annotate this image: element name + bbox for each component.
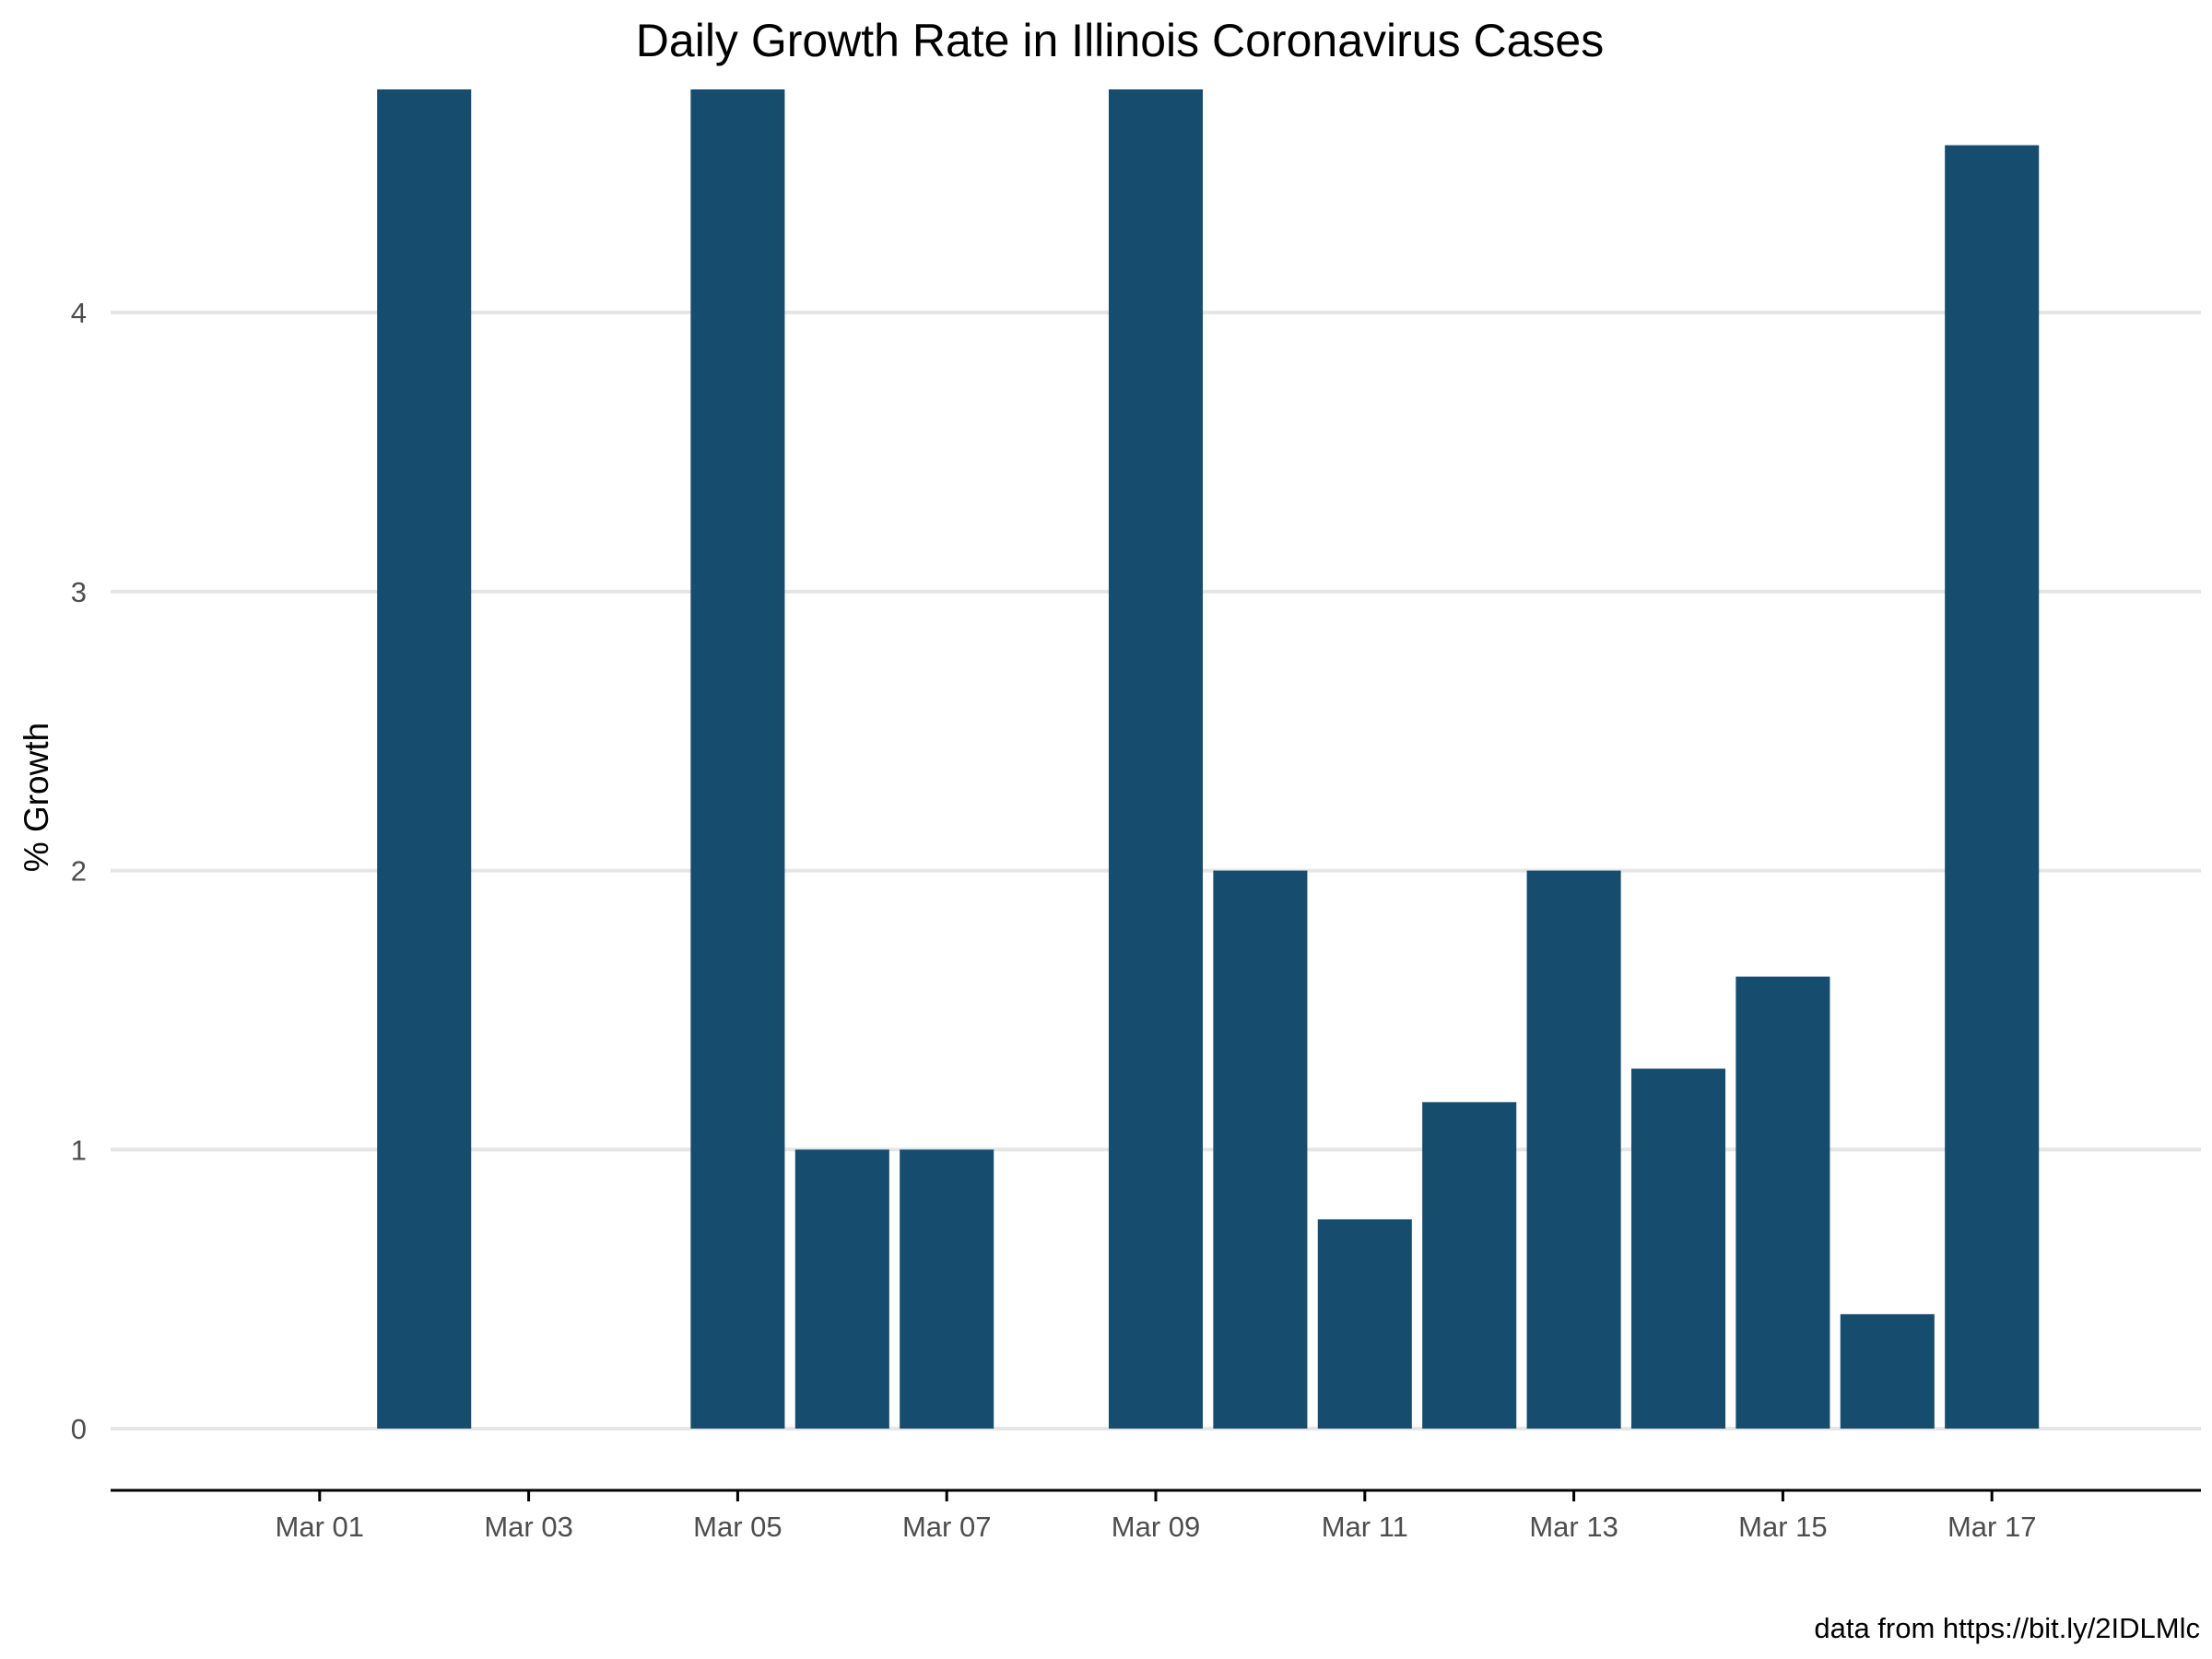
x-tick-label: Mar 07 — [902, 1511, 991, 1543]
x-tick-label: Mar 01 — [276, 1511, 364, 1543]
bar — [377, 89, 472, 1429]
bar — [1630, 1068, 1726, 1429]
bar — [1108, 89, 1204, 1429]
bar — [1422, 1101, 1517, 1429]
bar — [1526, 870, 1621, 1429]
bar — [1945, 145, 2040, 1430]
bar — [794, 1149, 889, 1429]
x-tick-label: Mar 15 — [1738, 1511, 1827, 1543]
x-axis-ticks: Mar 01 Mar 03 Mar 05 Mar 07 Mar 09 Mar 11 Mar … — [276, 1490, 2036, 1543]
chart-title: Daily Growth Rate in Illinois Coronaviru… — [636, 15, 1604, 66]
caption: data from https://bit.ly/2IDLMlc — [1814, 1612, 2200, 1644]
bars — [377, 89, 2040, 1430]
y-tick-label: 1 — [71, 1134, 87, 1166]
x-tick-label: Mar 17 — [1947, 1511, 2036, 1543]
bar — [690, 89, 785, 1429]
y-axis-ticks: 0 1 2 3 4 — [71, 297, 87, 1445]
y-tick-label: 0 — [71, 1413, 87, 1445]
x-tick-label: Mar 13 — [1529, 1511, 1618, 1543]
y-tick-label: 4 — [71, 297, 87, 329]
bar — [1840, 1313, 1935, 1429]
y-tick-label: 2 — [71, 855, 87, 888]
x-tick-label: Mar 03 — [484, 1511, 572, 1543]
bar — [1317, 1218, 1412, 1429]
bar — [1735, 976, 1830, 1429]
y-axis-label: % Growth — [18, 723, 55, 872]
y-tick-label: 3 — [71, 576, 87, 608]
bar — [1213, 870, 1308, 1429]
bar — [900, 1149, 994, 1429]
x-tick-label: Mar 11 — [1322, 1511, 1408, 1543]
x-tick-label: Mar 09 — [1112, 1511, 1200, 1543]
x-tick-label: Mar 05 — [693, 1511, 782, 1543]
